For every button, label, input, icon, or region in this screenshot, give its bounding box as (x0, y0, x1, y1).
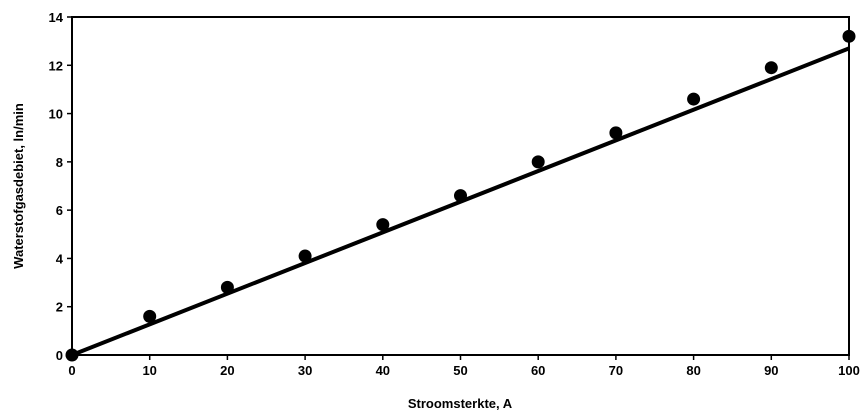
data-point (764, 61, 778, 75)
x-tick-label: 80 (686, 363, 700, 378)
data-point (531, 155, 545, 169)
x-axis: 0 10 20 30 40 50 60 70 80 90 100 (68, 355, 860, 378)
x-tick-label: 90 (764, 363, 778, 378)
data-points (65, 29, 856, 362)
y-tick-label: 8 (56, 155, 63, 170)
data-point (143, 309, 157, 323)
x-tick-label: 30 (298, 363, 312, 378)
x-tick-label: 70 (609, 363, 623, 378)
y-axis-title: Waterstofgasdebiet, ln/min (11, 103, 26, 269)
x-tick-label: 40 (376, 363, 390, 378)
data-point (609, 126, 623, 140)
data-point (220, 280, 234, 294)
plot-frame (71, 16, 850, 356)
x-tick-label: 0 (68, 363, 75, 378)
x-tick-label: 50 (453, 363, 467, 378)
y-tick-label: 0 (56, 348, 63, 363)
y-tick-label: 2 (56, 300, 63, 315)
data-point (298, 249, 312, 263)
y-tick-label: 10 (49, 107, 63, 122)
y-tick-label: 4 (56, 251, 64, 266)
y-tick-label: 12 (49, 58, 63, 73)
x-axis-title: Stroomsterkte, A (408, 396, 513, 411)
y-tick-label: 6 (56, 203, 63, 218)
data-point (842, 29, 856, 43)
data-point (454, 189, 467, 203)
x-tick-label: 10 (142, 363, 156, 378)
y-axis: 0 2 4 6 8 10 12 14 (49, 10, 72, 363)
y-tick-label: 14 (49, 10, 64, 25)
x-tick-label: 100 (838, 363, 860, 378)
x-tick-label: 60 (531, 363, 545, 378)
data-point (376, 218, 390, 232)
data-point (65, 348, 79, 362)
data-point (687, 92, 701, 106)
x-tick-label: 20 (220, 363, 234, 378)
